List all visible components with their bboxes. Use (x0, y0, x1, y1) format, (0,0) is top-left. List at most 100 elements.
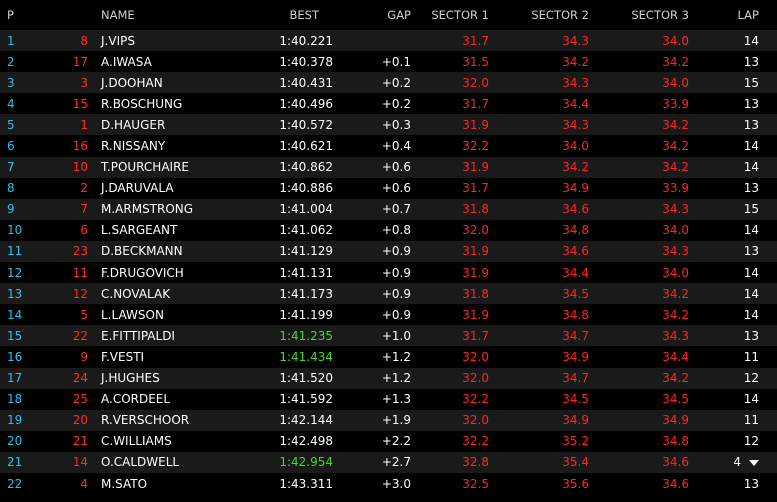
table-row: 15 22 E.FITTIPALDI 1:41.235 +1.0 31.7 34.7 34.3… (0, 325, 777, 347)
sector-2-cell: 35.4 (562, 455, 589, 470)
sector-2-cell: 34.5 (562, 392, 589, 407)
lap-cell: 13 (743, 54, 759, 69)
sector-2-cell: 34.6 (562, 244, 589, 259)
table-row: 1 8 J.VIPS 1:40.221 31.7 34.3 34.0 14 (0, 30, 777, 52)
sector-2-cell: 34.2 (562, 160, 589, 175)
table-row: 11 23 D.BECKMANN 1:41.129 +0.9 31.9 34.6 34.3 13 (0, 240, 777, 263)
sector-1-cell: 32.8 (462, 455, 489, 470)
gap-cell: +0.6 (381, 160, 411, 175)
driver-name-cell: R.NISSANY (101, 139, 166, 154)
best-lap-cell: 1:40.221 (279, 33, 333, 48)
sector-3-cell: 34.5 (662, 392, 689, 407)
position-cell: 21 (7, 455, 23, 470)
header-sector-2: SECTOR 2 (531, 8, 589, 22)
table-row: 20 21 C.WILLIAMS 1:42.498 +2.2 32.2 35.2 34.8 12 (0, 431, 777, 452)
lap-cell: 14 (743, 160, 759, 175)
driver-name-cell: E.FITTIPALDI (101, 328, 175, 343)
sector-2-cell: 34.5 (562, 286, 589, 301)
driver-name-cell: J.HUGHES (101, 371, 160, 386)
sector-1-cell: 32.2 (462, 392, 489, 407)
car-number-cell: 1 (80, 117, 88, 132)
car-number-cell: 7 (80, 202, 88, 217)
driver-name-cell: C.WILLIAMS (101, 434, 172, 449)
car-number-cell: 16 (72, 139, 88, 154)
position-cell: 13 (7, 286, 23, 301)
sector-2-cell: 34.4 (562, 96, 589, 111)
car-number-cell: 9 (80, 349, 88, 364)
sector-1-cell: 31.9 (462, 160, 489, 175)
lap-cell: 14 (743, 286, 759, 301)
car-number-cell: 3 (80, 75, 88, 90)
best-lap-cell: 1:41.434 (279, 349, 333, 364)
gap-cell: +0.3 (381, 117, 411, 132)
car-number-cell: 5 (80, 307, 88, 322)
table-row: 16 9 F.VESTI 1:41.434 +1.2 32.0 34.9 34.4 11 (0, 346, 777, 367)
position-cell: 12 (7, 265, 23, 280)
best-lap-cell: 1:41.004 (279, 202, 333, 217)
gap-cell: +1.2 (381, 371, 411, 386)
header-gap: GAP (387, 8, 411, 22)
sector-2-cell: 34.2 (562, 54, 589, 69)
driver-name-cell: A.IWASA (101, 54, 152, 69)
position-cell: 22 (7, 476, 23, 491)
table-row: 18 25 A.CORDEEL 1:41.592 +1.3 32.2 34.5 34.5 14 (0, 389, 777, 410)
sector-1-cell: 31.9 (462, 265, 489, 280)
driver-name-cell: D.HAUGER (101, 117, 166, 132)
gap-cell: +0.9 (381, 244, 411, 259)
sector-1-cell: 31.9 (462, 117, 489, 132)
sector-1-cell: 31.9 (462, 244, 489, 259)
sector-2-cell: 34.9 (562, 349, 589, 364)
sector-2-cell: 35.2 (562, 434, 589, 449)
sector-3-cell: 34.2 (662, 307, 689, 322)
table-row: 7 10 T.POURCHAIRE 1:40.862 +0.6 31.9 34.2 34.2 1… (0, 156, 777, 178)
sector-1-cell: 32.2 (462, 434, 489, 449)
car-number-cell: 11 (72, 265, 88, 280)
car-number-cell: 2 (80, 181, 88, 196)
best-lap-cell: 1:40.886 (279, 181, 333, 196)
sector-2-cell: 34.4 (562, 265, 589, 280)
car-number-cell: 17 (72, 54, 88, 69)
sector-3-cell: 34.0 (662, 75, 689, 90)
table-row: 10 6 L.SARGEANT 1:41.062 +0.8 32.0 34.8 34.0 14 (0, 220, 777, 241)
gap-cell: +0.7 (381, 202, 411, 217)
sector-1-cell: 31.7 (462, 96, 489, 111)
position-cell: 5 (7, 117, 15, 132)
car-number-cell: 24 (72, 371, 88, 386)
car-number-cell: 25 (72, 392, 88, 407)
position-cell: 16 (7, 349, 23, 364)
driver-name-cell: J.DOOHAN (101, 75, 163, 90)
gap-cell: +2.7 (381, 455, 411, 470)
best-lap-cell: 1:42.954 (279, 455, 333, 470)
sector-2-cell: 34.0 (562, 139, 589, 154)
sector-3-cell: 34.2 (662, 117, 689, 132)
sector-3-cell: 33.9 (662, 96, 689, 111)
gap-cell: +0.4 (381, 139, 411, 154)
best-lap-cell: 1:41.520 (279, 371, 333, 386)
driver-name-cell: A.CORDEEL (101, 392, 171, 407)
header-name: NAME (101, 8, 135, 22)
header-sector-1: SECTOR 1 (431, 8, 489, 22)
position-cell: 11 (7, 244, 23, 259)
gap-cell: +0.8 (381, 223, 411, 238)
sector-3-cell: 34.2 (662, 371, 689, 386)
car-number-cell: 14 (72, 455, 88, 470)
position-cell: 19 (7, 413, 23, 428)
lap-cell: 15 (743, 202, 759, 217)
lap-cell: 14 (743, 33, 759, 48)
position-cell: 10 (7, 223, 23, 238)
sector-2-cell: 34.3 (562, 117, 589, 132)
position-cell: 9 (7, 202, 15, 217)
best-lap-cell: 1:40.572 (279, 117, 333, 132)
lap-cell: 15 (743, 75, 759, 90)
sector-1-cell: 31.7 (462, 181, 489, 196)
best-lap-cell: 1:41.129 (279, 244, 333, 259)
lap-cell: 14 (743, 139, 759, 154)
gap-cell: +0.9 (381, 286, 411, 301)
position-cell: 20 (7, 434, 23, 449)
driver-name-cell: D.BECKMANN (101, 244, 183, 259)
sector-1-cell: 31.5 (462, 54, 489, 69)
best-lap-cell: 1:40.378 (279, 54, 333, 69)
lap-cell: 13 (743, 328, 759, 343)
car-number-cell: 15 (72, 96, 88, 111)
